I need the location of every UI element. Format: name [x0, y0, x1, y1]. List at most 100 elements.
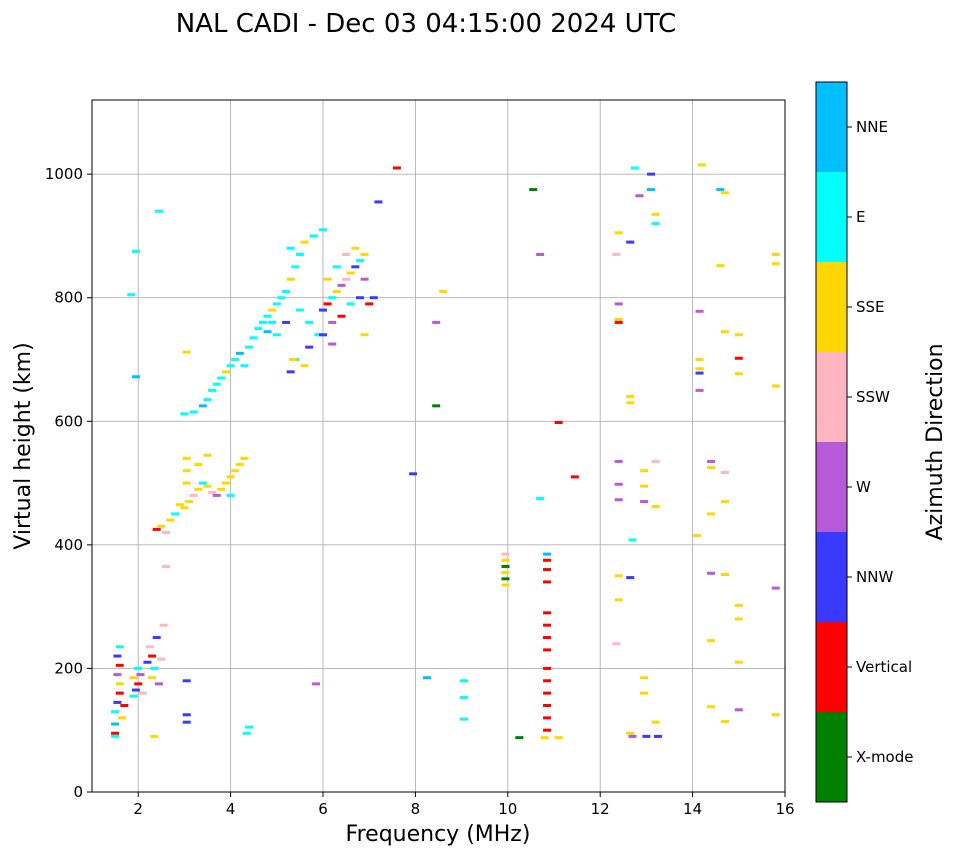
data-point: [720, 573, 729, 577]
data-point: [409, 472, 418, 476]
data-point: [129, 676, 138, 680]
data-point: [529, 188, 538, 192]
data-point: [614, 320, 623, 324]
data-point: [720, 330, 729, 334]
data-point: [148, 676, 157, 680]
data-point: [628, 538, 637, 542]
data-point: [501, 558, 510, 562]
colorbar-label: Vertical: [856, 658, 912, 676]
grid-lines: [92, 100, 785, 792]
data-point: [651, 222, 660, 226]
data-point: [129, 694, 138, 698]
data-point: [312, 682, 321, 686]
data-point: [291, 265, 300, 269]
data-point: [360, 277, 369, 281]
data-point: [113, 700, 122, 704]
data-point: [543, 552, 552, 556]
data-point: [351, 246, 360, 250]
colorbar-label: E: [856, 208, 865, 226]
data-point: [240, 364, 249, 368]
data-point: [614, 598, 623, 602]
data-point: [355, 296, 364, 300]
data-point: [626, 731, 635, 735]
data-point: [355, 259, 364, 263]
data-point: [734, 617, 743, 621]
data-point: [286, 246, 295, 250]
data-point: [734, 372, 743, 376]
y-tick-label: 1000: [45, 165, 83, 183]
data-point: [189, 493, 198, 497]
chart-title: NAL CADI - Dec 03 04:15:00 2024 UTC: [176, 9, 676, 39]
data-point: [277, 296, 286, 300]
data-point: [360, 252, 369, 256]
data-point: [536, 252, 545, 256]
data-point: [439, 290, 448, 294]
colorbar-segment: [816, 262, 847, 352]
data-point: [695, 371, 704, 375]
data-point: [263, 314, 272, 318]
data-point: [614, 482, 623, 486]
data-point: [651, 212, 660, 216]
data-point: [432, 404, 441, 408]
data-point: [235, 351, 244, 355]
data-point: [612, 642, 621, 646]
colorbar: X-mode Vertical NNW W SSW SSE E NNE: [815, 81, 913, 803]
data-point: [554, 736, 563, 740]
colorbar-segment: [816, 172, 847, 262]
data-point: [543, 716, 552, 720]
data-point: [189, 410, 198, 414]
data-point: [286, 277, 295, 281]
data-point: [208, 490, 217, 494]
data-point: [115, 645, 124, 649]
y-tick-label: 400: [54, 536, 83, 554]
data-point: [166, 518, 175, 522]
data-point: [226, 475, 235, 479]
data-point: [626, 576, 635, 580]
x-tick-label: 12: [591, 800, 610, 818]
data-point: [194, 463, 203, 467]
data-point: [501, 577, 510, 581]
data-point: [212, 493, 221, 497]
data-point: [734, 603, 743, 607]
data-point: [180, 506, 189, 510]
data-point: [536, 497, 545, 501]
data-point: [432, 320, 441, 324]
data-point: [295, 252, 304, 256]
data-point: [300, 240, 309, 244]
data-point: [707, 459, 716, 463]
data-point: [647, 172, 656, 176]
colorbar-label: NNE: [856, 118, 888, 136]
data-point: [208, 388, 217, 392]
x-tick-label: 16: [775, 800, 794, 818]
data-point: [115, 682, 124, 686]
data-point: [697, 163, 706, 167]
data-point: [640, 691, 649, 695]
colorbar-label: X-mode: [856, 748, 913, 766]
data-point: [111, 731, 120, 735]
data-point: [323, 302, 332, 306]
data-point: [323, 277, 332, 281]
data-point: [707, 466, 716, 470]
data-point: [198, 404, 207, 408]
data-point: [300, 364, 309, 368]
data-point: [157, 524, 166, 528]
data-point: [150, 734, 159, 738]
data-point: [771, 252, 780, 256]
data-point: [226, 493, 235, 497]
colorbar-segment: [816, 622, 847, 712]
data-point: [351, 265, 360, 269]
data-point: [716, 188, 725, 192]
data-point: [626, 395, 635, 399]
data-point: [198, 481, 207, 485]
data-point: [422, 676, 431, 680]
data-point: [175, 503, 184, 507]
colorbar-label: SSE: [856, 298, 885, 316]
data-point: [154, 682, 163, 686]
data-point: [720, 720, 729, 724]
data-point: [136, 673, 145, 677]
data-point: [180, 412, 189, 416]
data-point: [342, 277, 351, 281]
x-tick-label: 6: [318, 800, 328, 818]
data-point: [182, 679, 191, 683]
